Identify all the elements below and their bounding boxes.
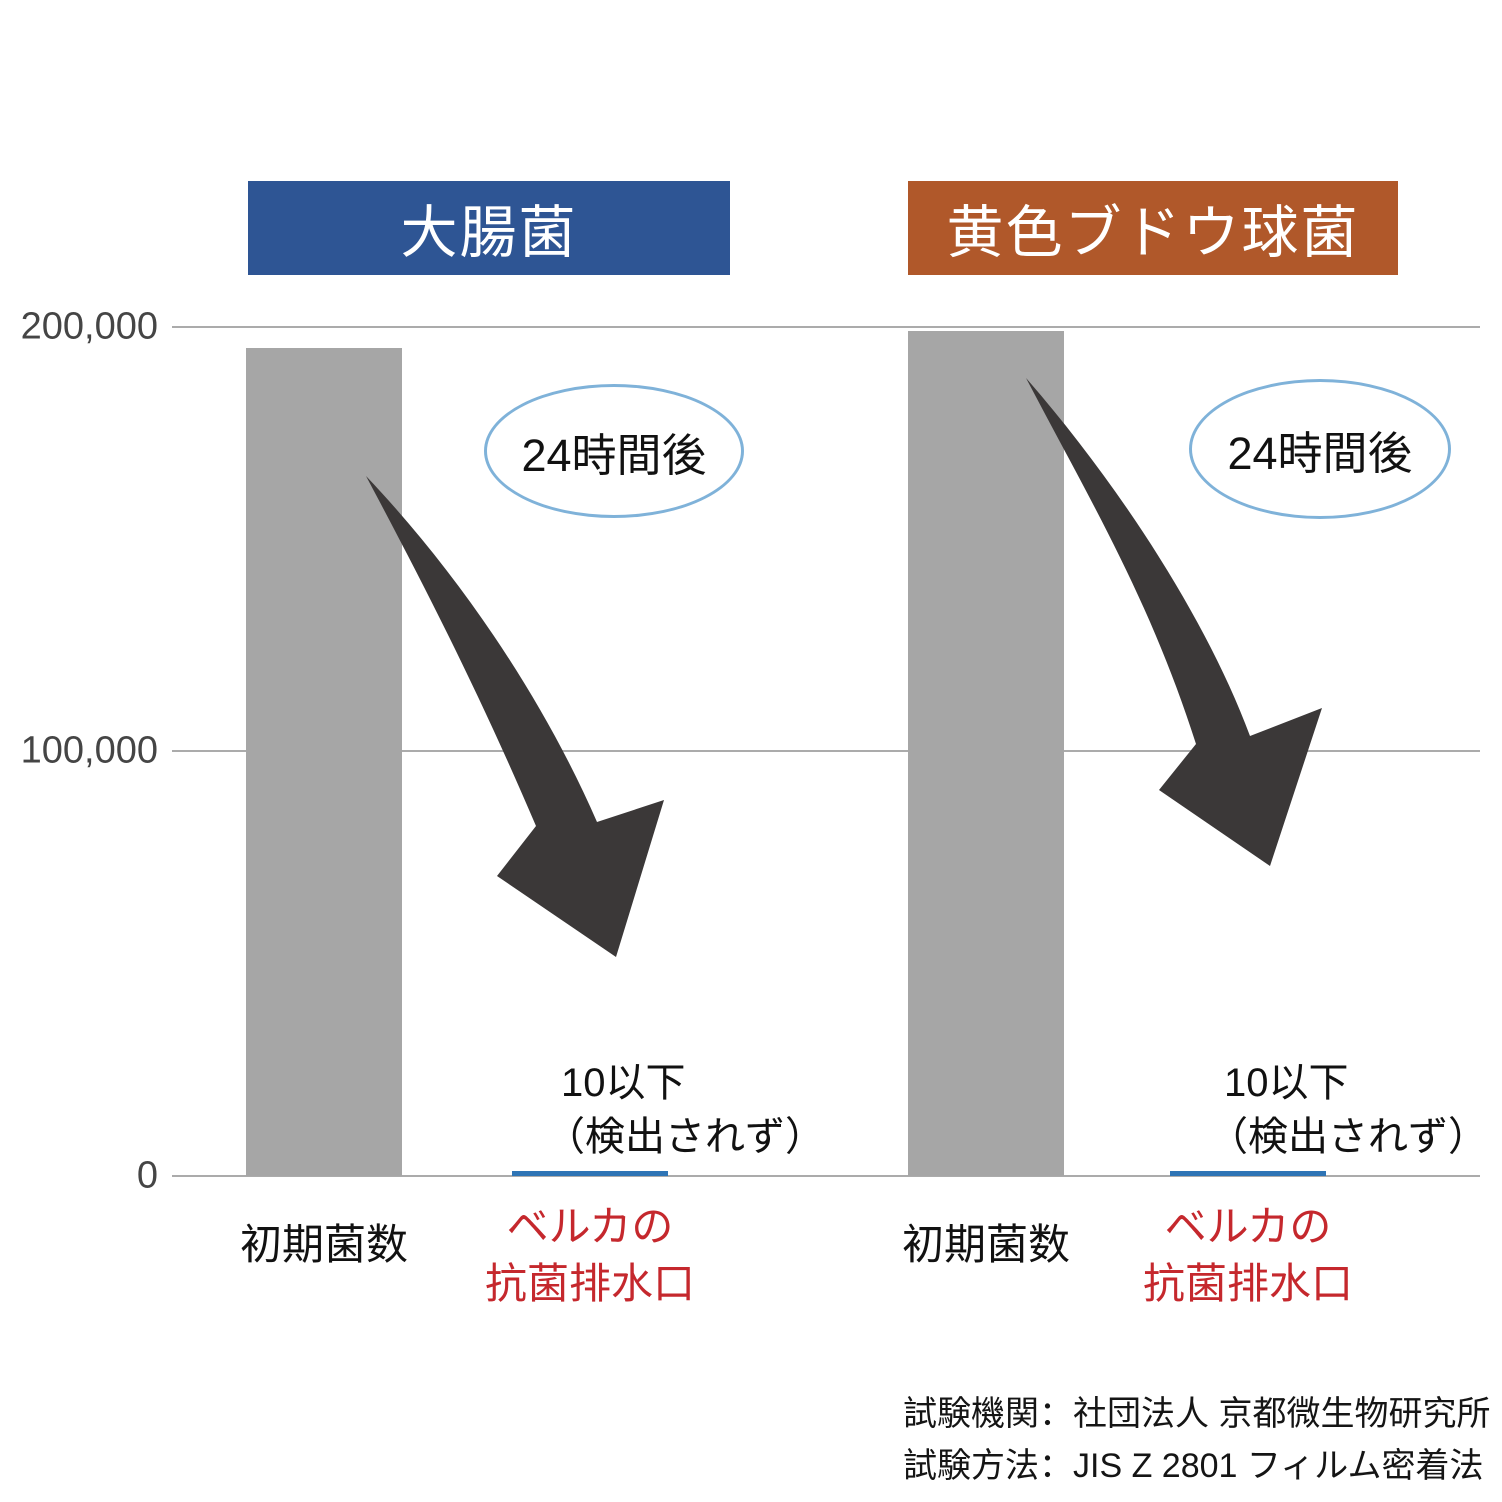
result-note-staph: 10以下 （検出されず）	[1208, 1056, 1488, 1164]
result-note-ecoli-line2: （検出されず）	[545, 1115, 825, 1159]
result-note-staph-line2: （検出されず）	[1208, 1115, 1488, 1159]
gridline-200000	[172, 326, 1480, 328]
after-24h-balloon-ecoli: 24時間後	[484, 384, 744, 518]
result-note-ecoli: 10以下 （検出されず）	[545, 1056, 825, 1164]
x-label-ecoli-product: ベルカの 抗菌排水口	[472, 1198, 708, 1312]
after-24h-balloon-staph: 24時間後	[1189, 379, 1451, 519]
bar-staph-product	[1170, 1171, 1326, 1176]
x-label-ecoli-initial: 初期菌数	[239, 1221, 408, 1268]
header-staph: 黄色ブドウ球菌	[908, 181, 1398, 275]
bar-ecoli-initial	[246, 348, 402, 1176]
y-tick-0: 0	[136, 1154, 158, 1197]
header-ecoli: 大腸菌	[248, 181, 730, 275]
swoosh-arrow-ecoli	[366, 476, 664, 957]
x-label-staph-product-line1: ベルカの	[1164, 1203, 1332, 1250]
y-tick-200000: 200,000	[20, 305, 158, 348]
after-24h-label-ecoli: 24時間後	[521, 429, 707, 481]
x-label-ecoli-product-line2: 抗菌排水口	[484, 1260, 695, 1307]
test-institution: 試験機関：社団法人 京都微生物研究所	[903, 1395, 1491, 1433]
gridline-100000	[172, 750, 1480, 752]
test-info: 試験機関：社団法人 京都微生物研究所 試験方法：JIS Z 2801 フィルム密…	[903, 1388, 1490, 1492]
x-label-staph-initial: 初期菌数	[901, 1221, 1070, 1268]
y-tick-100000: 100,000	[20, 729, 158, 772]
gridline-baseline	[172, 1175, 1480, 1177]
result-note-ecoli-line1: 10以下	[561, 1061, 686, 1105]
x-label-staph-product-line2: 抗菌排水口	[1142, 1260, 1353, 1307]
x-label-staph-product: ベルカの 抗菌排水口	[1130, 1198, 1366, 1312]
result-note-staph-line1: 10以下	[1224, 1061, 1349, 1105]
bar-ecoli-product	[512, 1171, 668, 1176]
test-method: 試験方法：JIS Z 2801 フィルム密着法	[903, 1447, 1484, 1485]
x-label-ecoli-product-line1: ベルカの	[506, 1203, 674, 1250]
bar-staph-initial	[908, 331, 1064, 1176]
after-24h-label-staph: 24時間後	[1227, 427, 1413, 479]
